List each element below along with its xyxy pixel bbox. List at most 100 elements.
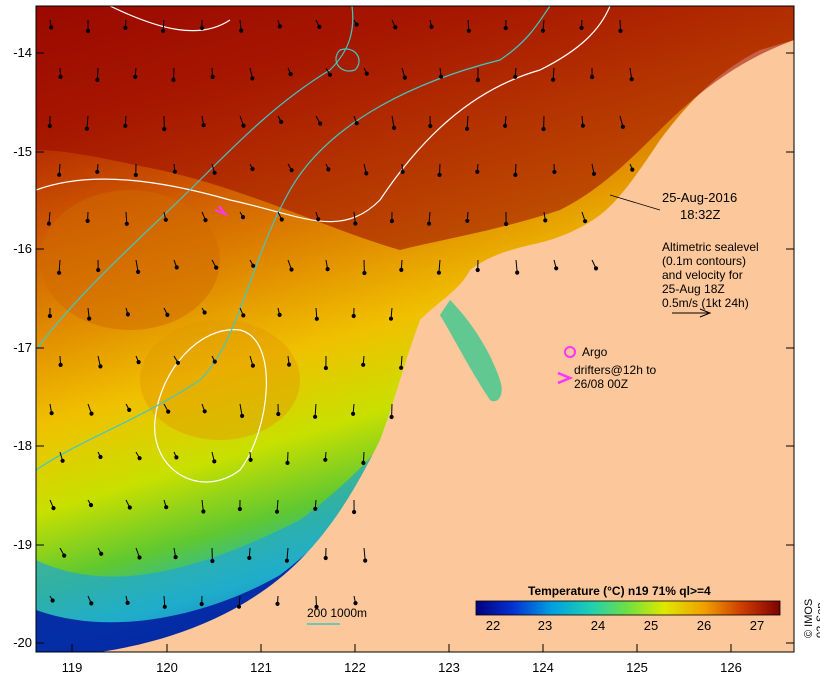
velocity-arrow-head <box>593 266 599 271</box>
velocity-arrow-head <box>323 555 328 561</box>
velocity-arrow <box>286 547 289 561</box>
velocity-arrow-head <box>361 460 366 465</box>
velocity-arrow-head <box>96 267 101 273</box>
velocity-arrow <box>314 403 317 417</box>
x-tick-label: 121 <box>250 660 272 675</box>
velocity-arrow-head <box>57 270 62 275</box>
velocity-arrow-head <box>241 123 246 128</box>
velocity-arrow-head <box>241 313 246 318</box>
alt-note-line: 25-Aug 18Z <box>662 282 725 296</box>
velocity-arrow-head <box>62 553 67 558</box>
velocity-arrow-head <box>136 360 141 365</box>
velocity-arrow-head <box>49 411 54 416</box>
velocity-arrow-head <box>87 316 92 321</box>
velocity-arrow-head <box>240 413 245 418</box>
velocity-arrow-head <box>503 25 508 31</box>
velocity-arrow-head <box>85 218 90 223</box>
velocity-arrow-head <box>288 72 293 77</box>
velocity-arrow-head <box>84 126 90 131</box>
velocity-arrow-head <box>125 312 131 317</box>
velocity-arrow-head <box>540 28 546 33</box>
velocity-arrow-head <box>88 503 94 508</box>
argo-label: Argo <box>582 345 608 359</box>
colorbar <box>475 600 781 616</box>
velocity-arrow-head <box>353 221 358 226</box>
velocity-arrow-head <box>57 172 62 177</box>
velocity-arrow-head <box>274 509 280 514</box>
velocity-arrow-head <box>60 458 65 463</box>
y-tick-label: -16 <box>13 241 32 256</box>
velocity-arrow-head <box>199 601 204 607</box>
velocity-arrow-head <box>212 359 217 364</box>
velocity-arrow-head <box>504 221 509 227</box>
velocity-arrow-head <box>125 600 130 606</box>
velocity-arrow <box>58 259 61 273</box>
velocity-arrow-head <box>630 167 635 172</box>
colorbar-tick: 25 <box>643 618 659 633</box>
drifter-label: 26/08 00Z <box>574 377 629 391</box>
velocity-arrow-head <box>277 312 282 317</box>
velocity-arrow-head <box>89 411 94 416</box>
x-tick-label: 126 <box>720 660 742 675</box>
velocity-arrow-head <box>314 604 319 610</box>
velocity-arrow-head <box>277 24 282 29</box>
velocity-arrow-head <box>554 266 559 271</box>
colorbar-tick: 26 <box>696 618 712 633</box>
time-label: 18:32Z <box>680 207 721 222</box>
velocity-arrow-head <box>389 414 394 420</box>
velocity-arrow-head <box>279 217 284 222</box>
velocity-arrow-head <box>287 362 292 367</box>
velocity-arrow-head <box>275 601 280 607</box>
velocity-arrow-head <box>161 28 166 33</box>
velocity-arrow-head <box>95 169 100 174</box>
x-tick-label: 123 <box>438 660 460 675</box>
velocity-arrow-head <box>362 270 367 276</box>
velocity-arrow-head <box>579 25 584 30</box>
isobath-legend-label: 200 1000m <box>307 606 368 620</box>
velocity-arrow-head <box>166 409 171 414</box>
velocity-arrow-head <box>325 267 330 272</box>
velocity-arrow-head <box>475 169 480 174</box>
velocity-arrow-head <box>199 25 204 31</box>
alt-note-line: and velocity for <box>662 268 743 282</box>
velocity-arrow-head <box>541 126 546 132</box>
y-tick-label: -19 <box>13 537 32 552</box>
velocity-arrow-head <box>629 77 634 82</box>
velocity-arrow-head <box>239 28 244 33</box>
velocity-arrow-head <box>353 601 358 606</box>
velocity-arrow-head <box>503 123 508 128</box>
velocity-arrow-head <box>250 76 255 81</box>
velocity-arrow-head <box>276 411 281 417</box>
map-frame <box>35 5 795 653</box>
y-tick-label: -20 <box>13 635 32 650</box>
velocity-arrow-head <box>284 558 289 563</box>
velocity-arrow-head <box>247 555 252 561</box>
velocity-arrow-head <box>323 457 328 462</box>
velocity-arrow-head <box>318 121 323 126</box>
velocity-arrow-head <box>580 123 586 128</box>
velocity-arrow-head <box>47 313 53 319</box>
velocity-arrow-head <box>392 125 397 131</box>
drifter-label: drifters@12h to <box>574 363 657 377</box>
velocity-arrow-head <box>250 166 255 172</box>
velocity-arrow-head <box>162 604 167 609</box>
velocity-arrow-head <box>426 221 432 226</box>
velocity-arrow-head <box>203 218 208 223</box>
velocity-arrow-head <box>127 407 132 412</box>
velocity-arrow-head <box>212 459 217 464</box>
colorbar-tick: 27 <box>749 618 765 633</box>
velocity-arrow-head <box>98 364 103 369</box>
velocity-arrow-head <box>618 28 623 33</box>
date-label: 25-Aug-2016 <box>662 190 738 205</box>
velocity-arrow-head <box>165 312 170 317</box>
velocity-arrow-head <box>326 167 331 172</box>
velocity-arrows <box>46 19 635 610</box>
velocity-arrow-head <box>137 456 142 461</box>
velocity-arrow-head <box>51 506 56 511</box>
velocity-arrow-head <box>210 74 215 80</box>
velocity-arrow-head <box>399 365 404 370</box>
velocity-arrow-head <box>248 457 253 462</box>
alt-note-line: Altimetric sealevel <box>662 240 759 254</box>
velocity-arrow-head <box>240 215 246 220</box>
